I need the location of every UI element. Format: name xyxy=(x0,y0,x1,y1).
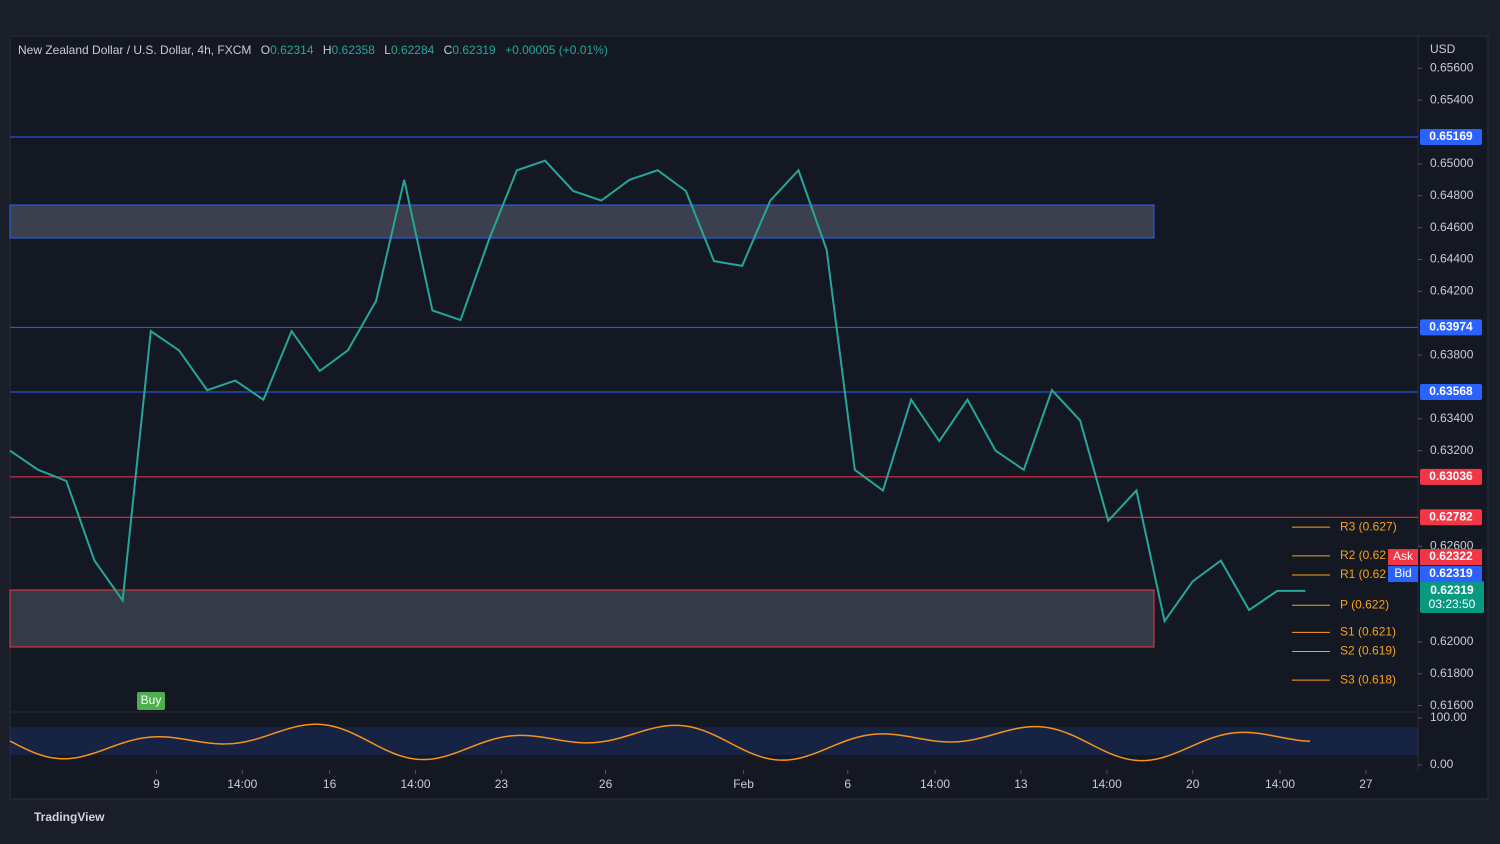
bid-value: 0.62319 xyxy=(1429,566,1473,580)
ohlc-label: O xyxy=(261,43,270,57)
bid-tag-box xyxy=(1388,566,1418,583)
price-level-box xyxy=(1420,128,1482,145)
price-level-label: 0.63568 xyxy=(1429,384,1473,398)
price-level-label: 0.63036 xyxy=(1429,469,1473,483)
pivot-label: R2 (0.62 xyxy=(1340,548,1386,562)
price-level-box xyxy=(1420,384,1482,401)
price-level-box xyxy=(1420,319,1482,336)
x-tick-label: 14:00 xyxy=(227,777,257,791)
osc-band xyxy=(10,727,1418,755)
y-tick-label: 0.63400 xyxy=(1430,411,1474,425)
y-tick-label: 0.65600 xyxy=(1430,60,1474,74)
change: +0.00005 (+0.01%) xyxy=(505,43,608,57)
x-tick-label: 13 xyxy=(1014,777,1028,791)
x-tick-label: 14:00 xyxy=(400,777,430,791)
y-tick-label: 0.61800 xyxy=(1430,666,1474,680)
y-tick-label: 0.65000 xyxy=(1430,156,1474,170)
y-tick-label: 0.62600 xyxy=(1430,538,1474,552)
pivot-label: S3 (0.618) xyxy=(1340,672,1396,686)
price-level-box xyxy=(1420,468,1482,485)
countdown: 03:23:50 xyxy=(1429,597,1476,611)
x-tick-label: 26 xyxy=(599,777,613,791)
x-tick-label: 16 xyxy=(323,777,337,791)
ohlc-value: 0.62314 xyxy=(270,43,314,57)
ohlc-label: L xyxy=(384,43,391,57)
y-tick-label: 0.61600 xyxy=(1430,698,1474,712)
price-level-label: 0.62782 xyxy=(1429,509,1473,523)
supply-zone xyxy=(9,204,1155,239)
x-tick-label: 14:00 xyxy=(1092,777,1122,791)
ask-box xyxy=(1420,549,1482,566)
ohlc-label: H xyxy=(323,43,332,57)
ohlc-value: 0.62358 xyxy=(332,43,376,57)
y-tick-label: 0.62000 xyxy=(1430,634,1474,648)
osc-tick-label: 0.00 xyxy=(1430,757,1454,771)
ask-tag-box xyxy=(1388,549,1418,566)
ask-value: 0.62322 xyxy=(1429,549,1473,563)
y-tick-label: 0.63800 xyxy=(1430,347,1474,361)
signal-box xyxy=(137,692,165,710)
ask-tag: Ask xyxy=(1393,549,1414,563)
y-tick-label: 0.64200 xyxy=(1430,284,1474,298)
ohlc-label: C xyxy=(444,43,453,57)
bid-tag: Bid xyxy=(1394,566,1411,580)
x-tick-label: 9 xyxy=(153,777,160,791)
price-level-label: 0.63974 xyxy=(1429,320,1473,334)
y-tick-label: 0.64800 xyxy=(1430,188,1474,202)
x-tick-label: 20 xyxy=(1186,777,1200,791)
demand-zone xyxy=(9,589,1155,648)
pivot-label: P (0.622) xyxy=(1340,597,1389,611)
bid-box xyxy=(1420,566,1482,583)
x-tick-label: 14:00 xyxy=(1265,777,1295,791)
chart-frame xyxy=(9,35,1489,800)
y-tick-label: 0.64600 xyxy=(1430,220,1474,234)
pivot-label: R1 (0.62 xyxy=(1340,567,1386,581)
oscillator-line xyxy=(9,723,1311,762)
price-line xyxy=(9,159,1306,624)
price-level-label: 0.65169 xyxy=(1429,129,1473,143)
price-level-box xyxy=(1420,509,1482,526)
pivot-label: S1 (0.621) xyxy=(1340,625,1396,639)
last-price-box xyxy=(1420,581,1484,614)
ohlc-value: 0.62284 xyxy=(391,43,435,57)
x-tick-label: Feb xyxy=(733,777,754,791)
y-tick-label: 0.63200 xyxy=(1430,443,1474,457)
symbol-title: New Zealand Dollar / U.S. Dollar, 4h, FX… xyxy=(18,43,251,57)
currency: USD xyxy=(1430,42,1456,56)
header: New Zealand Dollar / U.S. Dollar, 4h, FX… xyxy=(18,43,608,57)
osc-tick-label: 100.00 xyxy=(1430,710,1467,724)
y-tick-label: 0.65400 xyxy=(1430,92,1474,106)
ohlc-value: 0.62319 xyxy=(452,43,496,57)
pivot-label: R3 (0.627) xyxy=(1340,519,1397,533)
signal-label: Buy xyxy=(141,693,162,707)
brand: TradingView xyxy=(34,810,105,824)
y-tick-label: 0.64400 xyxy=(1430,252,1474,266)
last-price: 0.62319 xyxy=(1430,583,1474,597)
pivot-label: S2 (0.619) xyxy=(1340,644,1396,658)
x-tick-label: 27 xyxy=(1359,777,1373,791)
x-tick-label: 23 xyxy=(495,777,509,791)
x-tick-label: 6 xyxy=(844,777,851,791)
x-tick-label: 14:00 xyxy=(920,777,950,791)
